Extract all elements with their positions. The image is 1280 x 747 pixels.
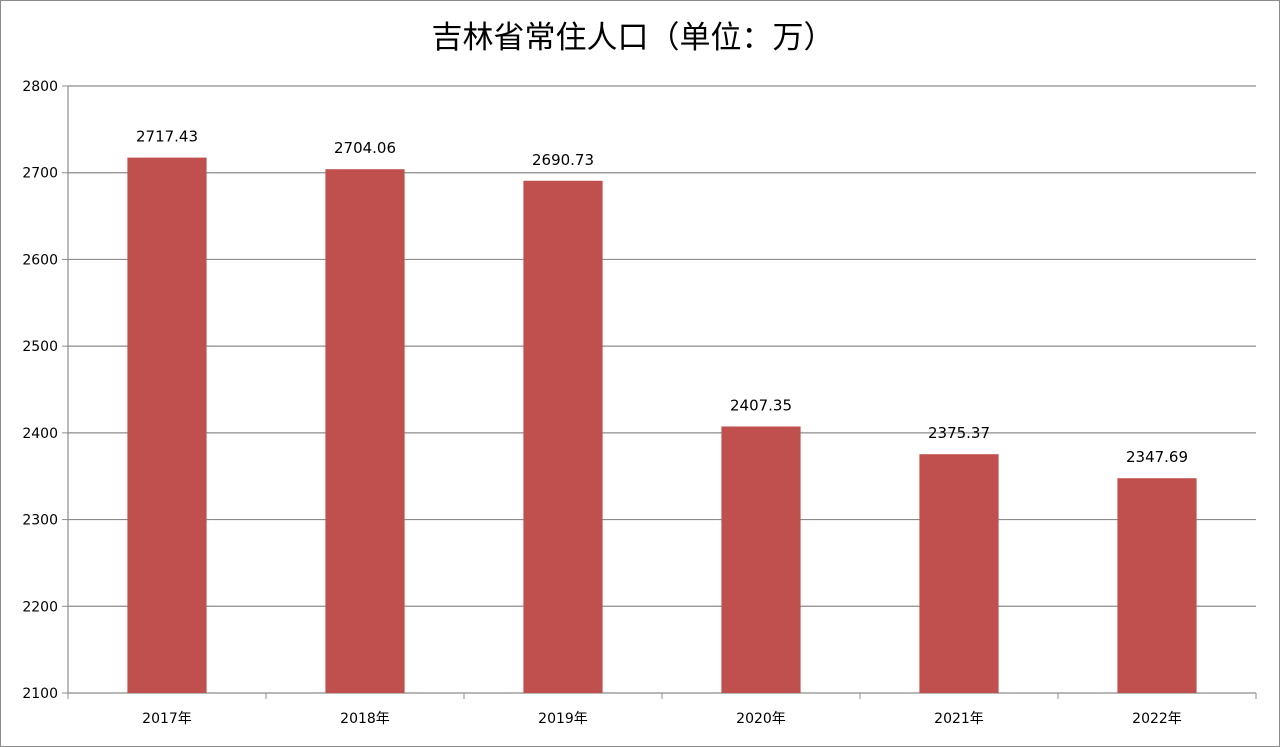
x-tick-label: 2020年 [736,711,786,727]
bar [919,454,999,693]
y-tick-label: 2700 [22,166,58,182]
y-tick-label: 2600 [22,252,58,268]
y-tick-label: 2200 [22,599,58,615]
chart-title: 吉林省常住人口（单位：万） [432,20,835,56]
data-label: 2717.43 [136,128,198,146]
y-tick-label: 2300 [22,513,58,529]
x-tick-label: 2018年 [340,711,390,727]
bar [1117,478,1197,693]
bar [325,169,405,694]
x-tick-label: 2022年 [1132,711,1182,727]
tick-labels: 2100 2200 2300 2400 2500 2600 2700 2800 2017年 201… [22,79,1181,727]
x-tick-label: 2019年 [538,711,588,727]
data-label: 2690.73 [532,151,594,169]
data-label: 2407.35 [730,396,792,414]
x-tick-label: 2021年 [934,711,984,727]
bar [127,157,207,694]
gridlines [68,85,1256,607]
data-label: 2347.69 [1126,448,1188,466]
bars [127,157,1197,694]
axes [62,85,1257,699]
y-tick-label: 2400 [22,426,58,442]
y-tick-label: 2500 [22,339,58,355]
bar [523,180,603,694]
bar [721,426,801,693]
y-tick-label: 2100 [22,686,58,702]
data-label: 2375.37 [928,424,990,442]
data-labels: 2717.43 2704.06 2690.73 2407.35 2375.37 2347.… [136,128,1188,467]
x-tick-label: 2017年 [142,711,192,727]
y-tick-label: 2800 [22,79,58,95]
data-label: 2704.06 [334,139,396,157]
